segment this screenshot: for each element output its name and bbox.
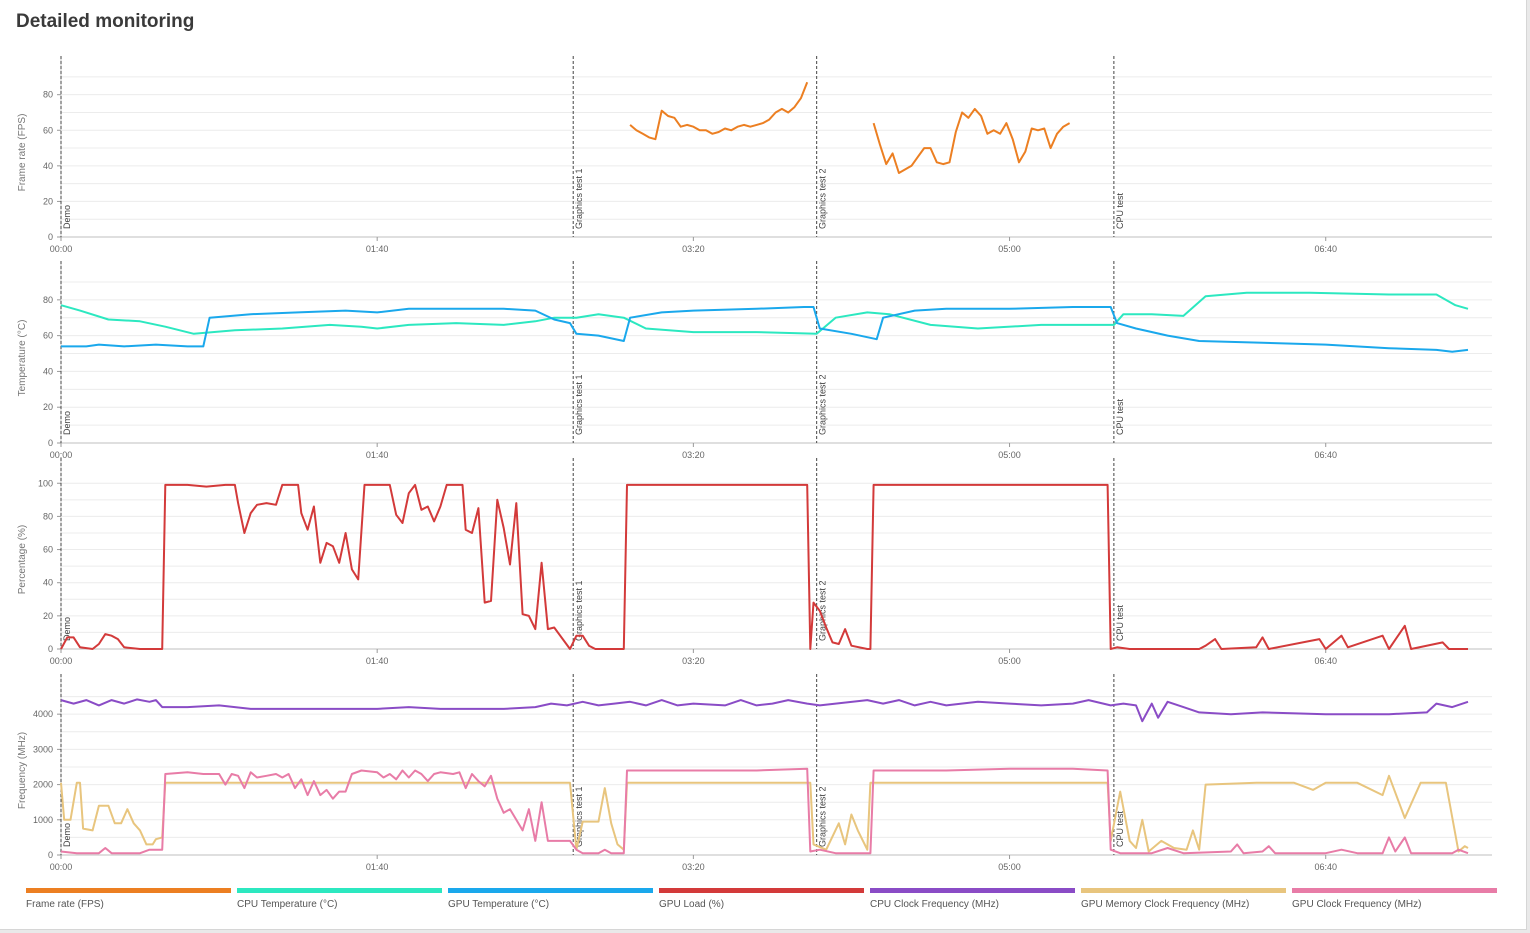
- x-tick-label: 03:20: [682, 244, 705, 254]
- series-line: [61, 306, 1469, 353]
- x-tick-label: 05:00: [998, 656, 1021, 666]
- x-tick-label: 06:40: [1314, 656, 1337, 666]
- y-tick-label: 40: [43, 366, 53, 376]
- test-marker-label: Graphics test 1: [574, 580, 584, 641]
- test-marker-label: CPU test: [1115, 604, 1125, 641]
- legend-label: GPU Clock Frequency (MHz): [1292, 899, 1422, 910]
- y-axis-label: Percentage (%): [17, 525, 28, 594]
- series-line: [60, 767, 1469, 855]
- series-line: [60, 698, 1469, 723]
- x-tick-label: 03:20: [682, 656, 705, 666]
- test-marker-label: CPU test: [1115, 192, 1125, 229]
- legend-color-bar: [1292, 888, 1497, 893]
- x-tick-label: 01:40: [366, 656, 389, 666]
- series-line: [60, 483, 1468, 650]
- series-line: [872, 107, 1071, 174]
- y-tick-label: 40: [43, 161, 53, 171]
- test-marker-label: Graphics test 2: [818, 580, 828, 641]
- page-title: Detailed monitoring: [16, 11, 195, 32]
- y-tick-label: 0: [48, 850, 53, 860]
- y-axis-label: Temperature (°C): [17, 320, 28, 397]
- legend-item[interactable]: GPU Memory Clock Frequency (MHz): [1081, 888, 1286, 918]
- legend-label: Frame rate (FPS): [26, 899, 104, 910]
- legend-color-bar: [1081, 888, 1286, 893]
- legend-item[interactable]: Frame rate (FPS): [26, 888, 231, 918]
- test-marker-label: Demo: [62, 411, 72, 435]
- y-axis-label: Frequency (MHz): [17, 732, 28, 809]
- legend-item[interactable]: GPU Clock Frequency (MHz): [1292, 888, 1497, 918]
- test-marker-label: Graphics test 1: [574, 374, 584, 435]
- x-tick-label: 06:40: [1314, 244, 1337, 254]
- x-tick-label: 00:00: [50, 656, 73, 666]
- test-marker-label: Graphics test 2: [818, 786, 828, 847]
- x-tick-label: 03:20: [682, 862, 705, 872]
- y-tick-label: 20: [43, 402, 53, 412]
- test-marker-label: Graphics test 2: [818, 374, 828, 435]
- x-tick-label: 01:40: [366, 862, 389, 872]
- legend-color-bar: [26, 888, 231, 893]
- legend-item[interactable]: GPU Temperature (°C): [448, 888, 653, 918]
- test-marker-label: Graphics test 1: [574, 786, 584, 847]
- y-tick-label: 3000: [33, 744, 53, 754]
- legend-item[interactable]: CPU Temperature (°C): [237, 888, 442, 918]
- monitoring-charts: 0 20 40 60 80 00:00 01:40 03:20 05:00 06:40 Frame …: [17, 56, 1492, 872]
- y-tick-label: 0: [48, 438, 53, 448]
- x-tick-label: 05:00: [998, 244, 1021, 254]
- y-tick-label: 1000: [33, 815, 53, 825]
- y-tick-label: 20: [43, 611, 53, 621]
- legend-color-bar: [659, 888, 864, 893]
- test-marker-label: Demo: [62, 617, 72, 641]
- test-marker-label: Demo: [62, 823, 72, 847]
- x-tick-label: 00:00: [50, 244, 73, 254]
- y-tick-label: 0: [48, 644, 53, 654]
- test-marker-label: Graphics test 1: [574, 168, 584, 229]
- x-tick-label: 00:00: [50, 450, 73, 460]
- x-tick-label: 06:40: [1314, 862, 1337, 872]
- series-line: [60, 291, 1469, 335]
- x-tick-label: 05:00: [998, 450, 1021, 460]
- y-tick-label: 4000: [33, 709, 53, 719]
- legend-label: GPU Memory Clock Frequency (MHz): [1081, 899, 1250, 910]
- legend-label: GPU Load (%): [659, 899, 725, 910]
- x-tick-label: 01:40: [366, 450, 389, 460]
- y-tick-label: 0: [48, 232, 53, 242]
- y-tick-label: 80: [43, 90, 53, 100]
- test-marker-label: Demo: [62, 205, 72, 229]
- y-tick-label: 80: [43, 511, 53, 521]
- y-tick-label: 60: [43, 331, 53, 341]
- x-tick-label: 03:20: [682, 450, 705, 460]
- legend-item[interactable]: GPU Load (%): [659, 888, 864, 918]
- series-line: [629, 81, 809, 141]
- y-tick-label: 60: [43, 545, 53, 555]
- legend-color-bar: [870, 888, 1075, 893]
- y-tick-label: 20: [43, 196, 53, 206]
- y-tick-label: 100: [38, 478, 53, 488]
- test-marker-label: CPU test: [1115, 398, 1125, 435]
- test-marker-label: CPU test: [1115, 810, 1125, 847]
- legend-item[interactable]: CPU Clock Frequency (MHz): [870, 888, 1075, 918]
- legend-label: GPU Temperature (°C): [448, 899, 550, 910]
- legend-label: CPU Clock Frequency (MHz): [870, 899, 999, 910]
- chart-legend: Frame rate (FPS) CPU Temperature (°C) GPU …: [26, 888, 1502, 918]
- x-tick-label: 05:00: [998, 862, 1021, 872]
- legend-label: CPU Temperature (°C): [237, 899, 338, 910]
- legend-color-bar: [237, 888, 442, 893]
- y-tick-label: 40: [43, 578, 53, 588]
- test-marker-label: Graphics test 2: [818, 168, 828, 229]
- y-tick-label: 60: [43, 125, 53, 135]
- y-tick-label: 2000: [33, 780, 53, 790]
- legend-color-bar: [448, 888, 653, 893]
- y-tick-label: 80: [43, 295, 53, 305]
- x-tick-label: 06:40: [1314, 450, 1337, 460]
- x-tick-label: 00:00: [50, 862, 73, 872]
- x-tick-label: 01:40: [366, 244, 389, 254]
- y-axis-label: Frame rate (FPS): [17, 114, 28, 192]
- series-line: [60, 774, 1469, 853]
